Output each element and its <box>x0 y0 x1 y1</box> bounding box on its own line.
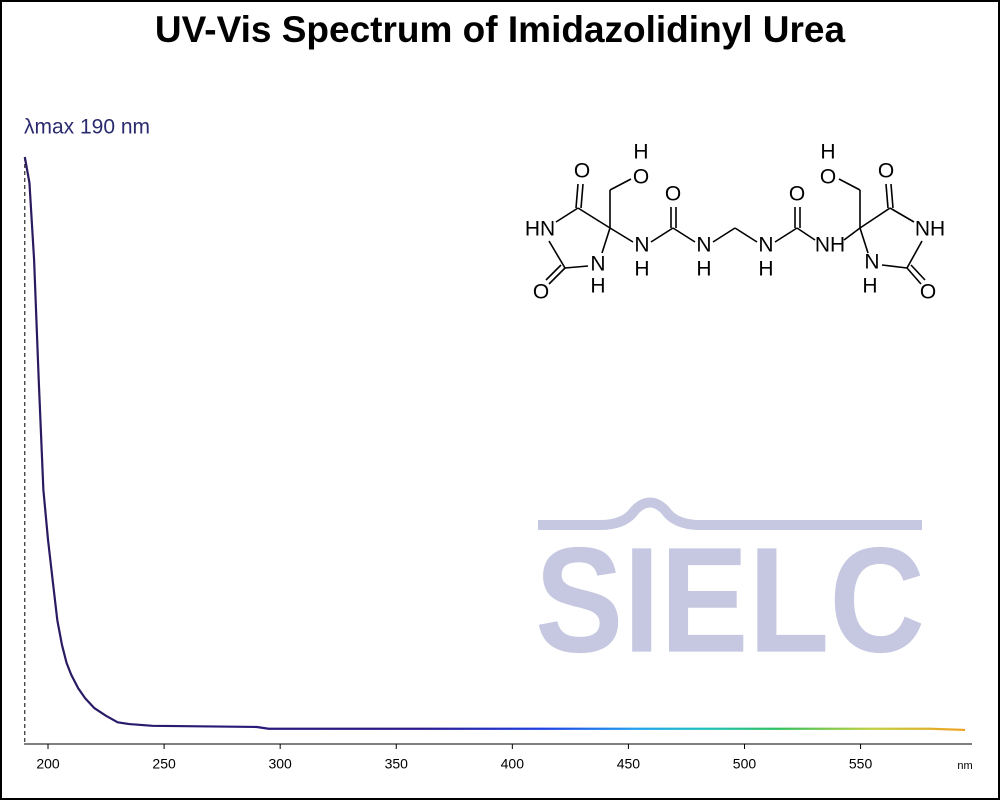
atom-label: H <box>590 275 605 298</box>
x-tick-label: 350 <box>385 756 409 772</box>
x-tick-label: 250 <box>152 756 176 772</box>
structure-labels: H O O HN N H O N H O N H N H O NH H O O … <box>525 141 945 304</box>
atom-label: O <box>665 183 681 206</box>
lambda-max-label: λmax 190 nm <box>24 116 150 139</box>
x-tick-label: 200 <box>36 756 60 772</box>
x-tick-label: 300 <box>268 756 292 772</box>
atom-label: N <box>590 253 605 276</box>
atom-label: N <box>634 234 649 257</box>
atom-label: H <box>862 275 877 298</box>
atom-label: H <box>633 141 648 164</box>
atom-label: H <box>634 258 649 281</box>
structure-bonds <box>545 178 926 285</box>
atom-label: N <box>864 251 879 274</box>
atom-label: H <box>820 141 835 164</box>
atom-label: NH <box>915 218 945 241</box>
atom-label: NH <box>815 234 845 257</box>
spectrum-line <box>23 156 966 732</box>
atom-label: O <box>789 183 805 206</box>
atom-label: HN <box>525 218 555 241</box>
x-tick-label: 550 <box>849 756 873 772</box>
atom-label: O <box>920 281 936 304</box>
atom-label: O <box>574 160 590 183</box>
atom-label: H <box>758 258 773 281</box>
watermark-text: SIELC <box>535 516 925 684</box>
atom-label: H <box>696 258 711 281</box>
x-tick-label: 450 <box>617 756 641 772</box>
atom-label: N <box>696 234 711 257</box>
atom-label: O <box>878 160 894 183</box>
x-tick-label: 400 <box>501 756 525 772</box>
x-axis-label: nm <box>957 760 972 772</box>
chart-title: UV-Vis Spectrum of Imidazolidinyl Urea <box>155 9 846 50</box>
atom-label: N <box>758 234 773 257</box>
atom-label: O <box>633 166 649 189</box>
atom-label: O <box>820 166 836 189</box>
watermark-wave <box>538 497 922 530</box>
atom-label: O <box>533 281 549 304</box>
watermark: SIELC <box>535 497 925 684</box>
x-tick-label: 500 <box>733 756 757 772</box>
